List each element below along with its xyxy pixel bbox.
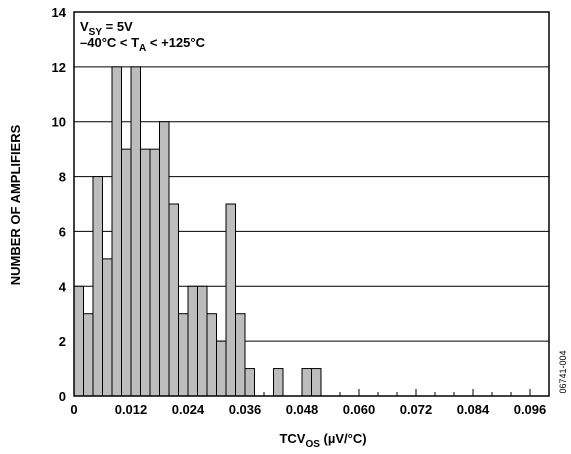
y-tick-label: 2 bbox=[59, 334, 66, 349]
x-tick-label: 0.060 bbox=[343, 402, 376, 417]
y-tick-label: 8 bbox=[59, 170, 66, 185]
histogram-bar bbox=[83, 313, 94, 397]
x-tick-label: 0.036 bbox=[229, 402, 262, 417]
annotation-line-1: VSY = 5V bbox=[80, 19, 133, 38]
histogram-bar bbox=[121, 148, 132, 397]
x-tick-label: 0.024 bbox=[172, 402, 205, 417]
figure-id: 06741-004 bbox=[558, 350, 568, 393]
histogram-bar bbox=[111, 66, 122, 397]
histogram-bar bbox=[206, 313, 217, 397]
histogram-bar bbox=[73, 285, 84, 397]
histogram-bar bbox=[187, 285, 198, 397]
y-tick-label: 12 bbox=[52, 60, 66, 75]
histogram-bar bbox=[197, 285, 208, 397]
x-tick-label: 0.096 bbox=[514, 402, 547, 417]
x-axis-title: TCVOS (µV/°C) bbox=[279, 431, 366, 450]
y-tick-label: 0 bbox=[59, 389, 66, 404]
histogram-bar bbox=[311, 368, 322, 397]
x-axis-title-main: TCV bbox=[279, 431, 305, 446]
y-axis-title: NUMBER OF AMPLIFIERS bbox=[8, 124, 23, 285]
histogram-bar bbox=[225, 203, 236, 397]
plot-frame bbox=[73, 11, 550, 397]
y-tick-label: 4 bbox=[59, 279, 67, 294]
histogram-bar bbox=[159, 121, 170, 397]
x-tick-label: 0.048 bbox=[286, 402, 319, 417]
y-tick-label: 6 bbox=[59, 224, 66, 239]
histogram-bar bbox=[168, 203, 179, 397]
histogram-bar bbox=[216, 340, 227, 397]
histogram-bar bbox=[92, 176, 103, 397]
histogram-bar bbox=[102, 258, 113, 397]
histogram-bar bbox=[140, 148, 151, 397]
x-tick-label: 0.012 bbox=[115, 402, 148, 417]
histogram-bar bbox=[130, 66, 141, 397]
histogram-bar bbox=[235, 313, 246, 397]
histogram-bar bbox=[273, 368, 284, 397]
x-axis-ticks: 0 0.012 0.024 0.036 0.048 0.060 0.072 0.084 0.09… bbox=[70, 389, 550, 417]
x-axis-title-rest: (µV/°C) bbox=[320, 431, 367, 446]
x-axis-title-sub: OS bbox=[305, 439, 320, 450]
histogram-bar bbox=[149, 148, 160, 397]
x-tick-label: 0 bbox=[70, 402, 77, 417]
x-tick-label: 0.072 bbox=[400, 402, 433, 417]
y-axis-ticks: 0 2 4 6 8 10 12 14 bbox=[52, 5, 67, 404]
histogram-bar bbox=[178, 313, 189, 397]
x-tick-label: 0.084 bbox=[457, 402, 490, 417]
histogram-bar bbox=[301, 368, 312, 397]
annotation-line-2: –40°C < TA < +125°C bbox=[80, 35, 206, 54]
histogram-bar bbox=[244, 368, 255, 397]
y-tick-label: 10 bbox=[52, 115, 66, 130]
y-tick-label: 14 bbox=[52, 5, 67, 20]
